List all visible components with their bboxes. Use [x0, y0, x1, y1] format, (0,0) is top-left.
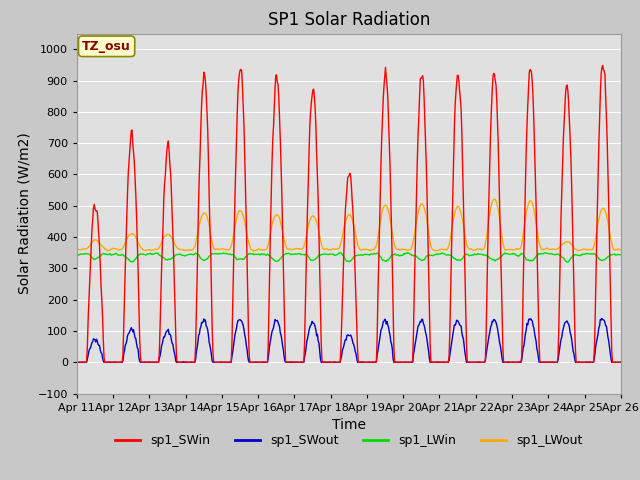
Line: sp1_SWout: sp1_SWout — [77, 319, 621, 362]
sp1_LWin — [404, 250, 412, 255]
Legend: sp1_SWin, sp1_SWout, sp1_LWin, sp1_LWout: sp1_SWin, sp1_SWout, sp1_LWin, sp1_LWout — [110, 429, 588, 452]
sp1_SWout — [431, 360, 438, 365]
sp1_LWin — [564, 259, 572, 265]
sp1_SWout — [194, 339, 202, 345]
sp1_SWout — [83, 360, 90, 365]
sp1_SWin — [617, 360, 625, 365]
sp1_SWin — [223, 360, 231, 365]
sp1_SWin — [195, 197, 202, 203]
sp1_SWout — [73, 360, 81, 365]
sp1_SWin — [73, 359, 81, 365]
sp1_SWout — [223, 360, 230, 365]
sp1_SWout — [415, 323, 422, 328]
sp1_LWin — [139, 252, 147, 257]
sp1_LWout — [431, 248, 439, 253]
sp1_SWout — [617, 360, 625, 365]
sp1_SWout — [139, 360, 147, 365]
Line: sp1_LWin: sp1_LWin — [77, 252, 621, 262]
sp1_LWout — [73, 246, 81, 252]
sp1_LWin — [431, 252, 439, 257]
sp1_LWout — [194, 230, 202, 236]
sp1_LWout — [250, 248, 258, 254]
sp1_LWout — [617, 247, 625, 253]
sp1_LWout — [491, 196, 499, 202]
Y-axis label: Solar Radiation (W/m2): Solar Radiation (W/m2) — [18, 133, 32, 294]
Line: sp1_SWin: sp1_SWin — [77, 65, 621, 362]
sp1_LWin — [73, 252, 81, 258]
sp1_LWin — [83, 251, 90, 257]
Line: sp1_LWout: sp1_LWout — [77, 199, 621, 251]
sp1_LWin — [617, 252, 625, 258]
sp1_LWout — [139, 247, 147, 252]
sp1_SWin — [139, 360, 147, 365]
sp1_SWin — [149, 360, 157, 365]
Title: SP1 Solar Radiation: SP1 Solar Radiation — [268, 11, 430, 29]
X-axis label: Time: Time — [332, 418, 366, 432]
sp1_LWin — [194, 251, 202, 257]
Text: TZ_osu: TZ_osu — [82, 40, 131, 53]
sp1_SWin — [83, 358, 90, 364]
sp1_SWin — [431, 360, 439, 365]
sp1_LWout — [223, 247, 230, 252]
sp1_LWin — [223, 251, 230, 256]
sp1_SWout — [598, 316, 605, 322]
sp1_LWin — [416, 256, 424, 262]
sp1_LWout — [83, 246, 90, 252]
sp1_LWout — [416, 204, 424, 210]
sp1_SWin — [416, 94, 424, 100]
sp1_SWin — [599, 62, 607, 68]
